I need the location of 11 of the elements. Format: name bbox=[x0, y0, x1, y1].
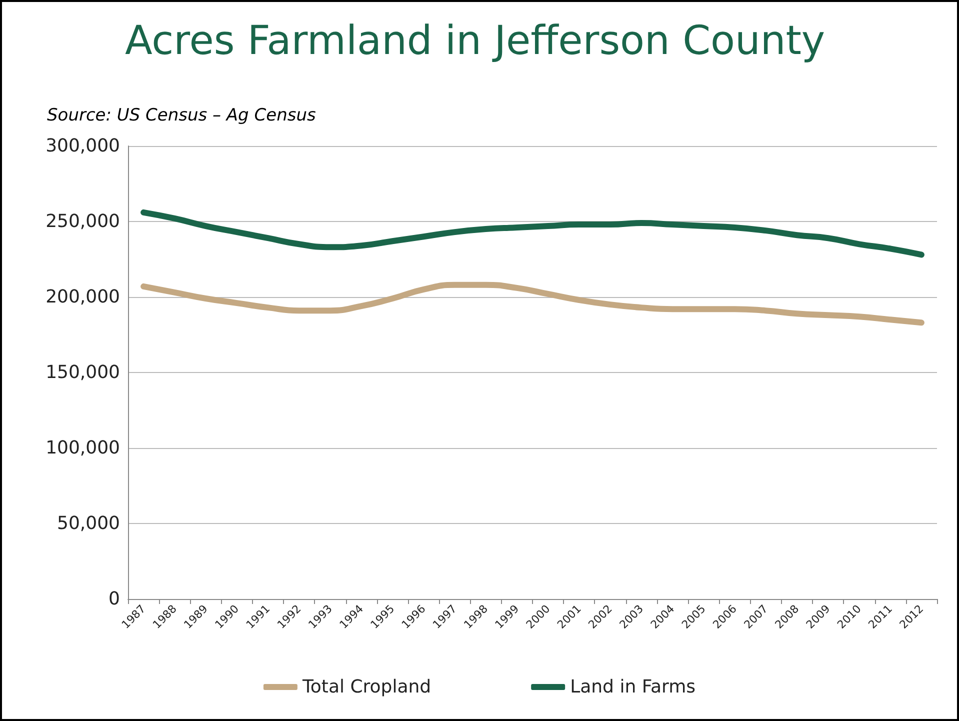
legend-label: Total Cropland bbox=[301, 676, 432, 698]
y-tick-label: 250,000 bbox=[46, 211, 120, 232]
y-tick-label: 300,000 bbox=[46, 136, 120, 156]
y-tick-label: 0 bbox=[108, 588, 120, 610]
chart-title: Acres Farmland in Jefferson County bbox=[125, 18, 826, 64]
chart-subtitle: Source: US Census – Ag Census bbox=[47, 106, 316, 126]
y-tick-label: 100,000 bbox=[46, 438, 120, 458]
y-tick-label: 50,000 bbox=[57, 513, 120, 534]
legend-label: Land in Farms bbox=[570, 676, 696, 698]
y-tick-label: 150,000 bbox=[46, 362, 120, 383]
y-tick-label: 200,000 bbox=[46, 286, 120, 308]
